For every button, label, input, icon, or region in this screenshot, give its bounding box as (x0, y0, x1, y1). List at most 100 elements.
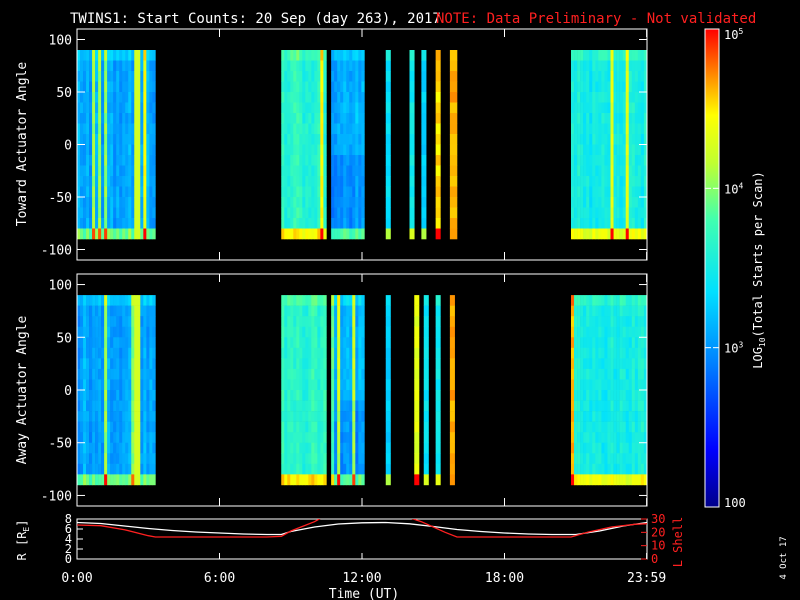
heatmap-cell (640, 176, 645, 187)
heatmap-cell (293, 316, 297, 328)
heatmap-cell (628, 228, 633, 240)
heatmap-cell (634, 411, 639, 422)
heatmap-cell (346, 347, 350, 359)
heatmap-cell (414, 442, 420, 454)
heatmap-cell (89, 134, 93, 145)
heatmap-cell (287, 347, 291, 359)
heatmap-cell (361, 390, 365, 401)
heatmap-cell (435, 207, 441, 219)
heatmap-cell (610, 197, 614, 208)
heatmap-cell (113, 358, 117, 370)
heatmap-cell (616, 218, 620, 229)
heatmap-cell (104, 390, 108, 401)
heatmap-cell (643, 379, 648, 391)
heatmap-cell (619, 337, 623, 349)
heatmap-cell (293, 368, 297, 380)
heatmap-cell (299, 134, 303, 145)
heatmap-cell (337, 92, 341, 103)
heatmap-cell (104, 295, 108, 306)
heatmap-cell (146, 186, 150, 198)
heatmap-cell (574, 81, 578, 93)
heatmap-cell (435, 144, 441, 156)
heatmap-cell (574, 207, 578, 219)
heatmap-cell (143, 197, 147, 208)
heatmap-cell (577, 400, 581, 412)
heatmap-cell (619, 50, 623, 61)
heatmap-cell (607, 295, 611, 306)
heatmap-cell (598, 207, 602, 219)
heatmap-cell (113, 421, 117, 433)
heatmap-cell (299, 102, 303, 114)
heatmap-cell (302, 102, 306, 114)
heatmap-cell (592, 411, 596, 422)
heatmap-cell (137, 337, 141, 349)
heatmap-cell (610, 463, 614, 475)
heatmap-cell (311, 390, 315, 401)
heatmap-cell (349, 197, 353, 208)
heatmap-cell (134, 337, 138, 349)
heatmap-cell (305, 144, 309, 156)
heatmap-cell (320, 60, 324, 72)
heatmap-cell (305, 228, 309, 240)
heatmap-cell (101, 71, 105, 82)
heatmap-cell (586, 155, 590, 166)
heatmap-cell (414, 347, 420, 359)
heatmap-cell (574, 60, 578, 72)
heatmap-cell (349, 347, 353, 359)
heatmap-cell (358, 113, 362, 124)
heatmap-cell (601, 453, 605, 465)
heatmap-cell (83, 81, 87, 93)
heatmap-cell (634, 347, 639, 359)
heatmap-cell (349, 379, 353, 391)
heatmap-cell (149, 218, 153, 229)
heatmap-cell (110, 432, 114, 444)
heatmap-cell (625, 102, 630, 114)
heatmap-cell (131, 186, 135, 198)
heatmap-cell (284, 113, 288, 124)
heatmap-cell (146, 379, 150, 391)
heatmap-cell (346, 228, 350, 240)
heatmap-cell (619, 218, 623, 229)
heatmap-cell (107, 358, 111, 370)
heatmap-cell (610, 92, 614, 103)
heatmap-cell (308, 144, 312, 156)
heatmap-cell (601, 228, 605, 240)
heatmap-cell (107, 197, 111, 208)
heatmap-cell (110, 197, 114, 208)
heatmap-cell (355, 228, 359, 240)
heatmap-cell (574, 123, 578, 135)
heatmap-cell (95, 81, 99, 93)
heatmap-cell (610, 123, 614, 135)
heatmap-cell (323, 390, 327, 401)
heatmap-cell (122, 432, 126, 444)
heatmap-cell (361, 347, 365, 359)
heatmap-cell (140, 337, 144, 349)
away-heatmap-cells (77, 295, 648, 486)
heatmap-cell (607, 176, 611, 187)
heatmap-cell (134, 176, 138, 187)
heatmap-cell (95, 92, 99, 103)
heatmap-cell (634, 81, 639, 93)
heatmap-cell (80, 144, 84, 156)
heatmap-cell (92, 305, 96, 317)
heatmap-cell (598, 113, 602, 124)
heatmap-cell (83, 411, 87, 422)
ytick-label: -50 (49, 191, 72, 206)
heatmap-cell (435, 165, 441, 177)
heatmap-cell (435, 123, 441, 135)
heatmap-cell (143, 50, 147, 61)
heatmap-cell (311, 411, 315, 422)
heatmap-cell (349, 337, 353, 349)
heatmap-cell (589, 176, 593, 187)
heatmap-cell (305, 421, 309, 433)
heatmap-cell (293, 165, 297, 177)
heatmap-cell (613, 368, 617, 380)
heatmap-cell (128, 218, 132, 229)
heatmap-cell (628, 295, 633, 306)
heatmap-cell (634, 218, 639, 229)
heatmap-cell (152, 400, 156, 412)
heatmap-cell (293, 432, 297, 444)
heatmap-cell (616, 123, 620, 135)
heatmap-cell (601, 218, 605, 229)
